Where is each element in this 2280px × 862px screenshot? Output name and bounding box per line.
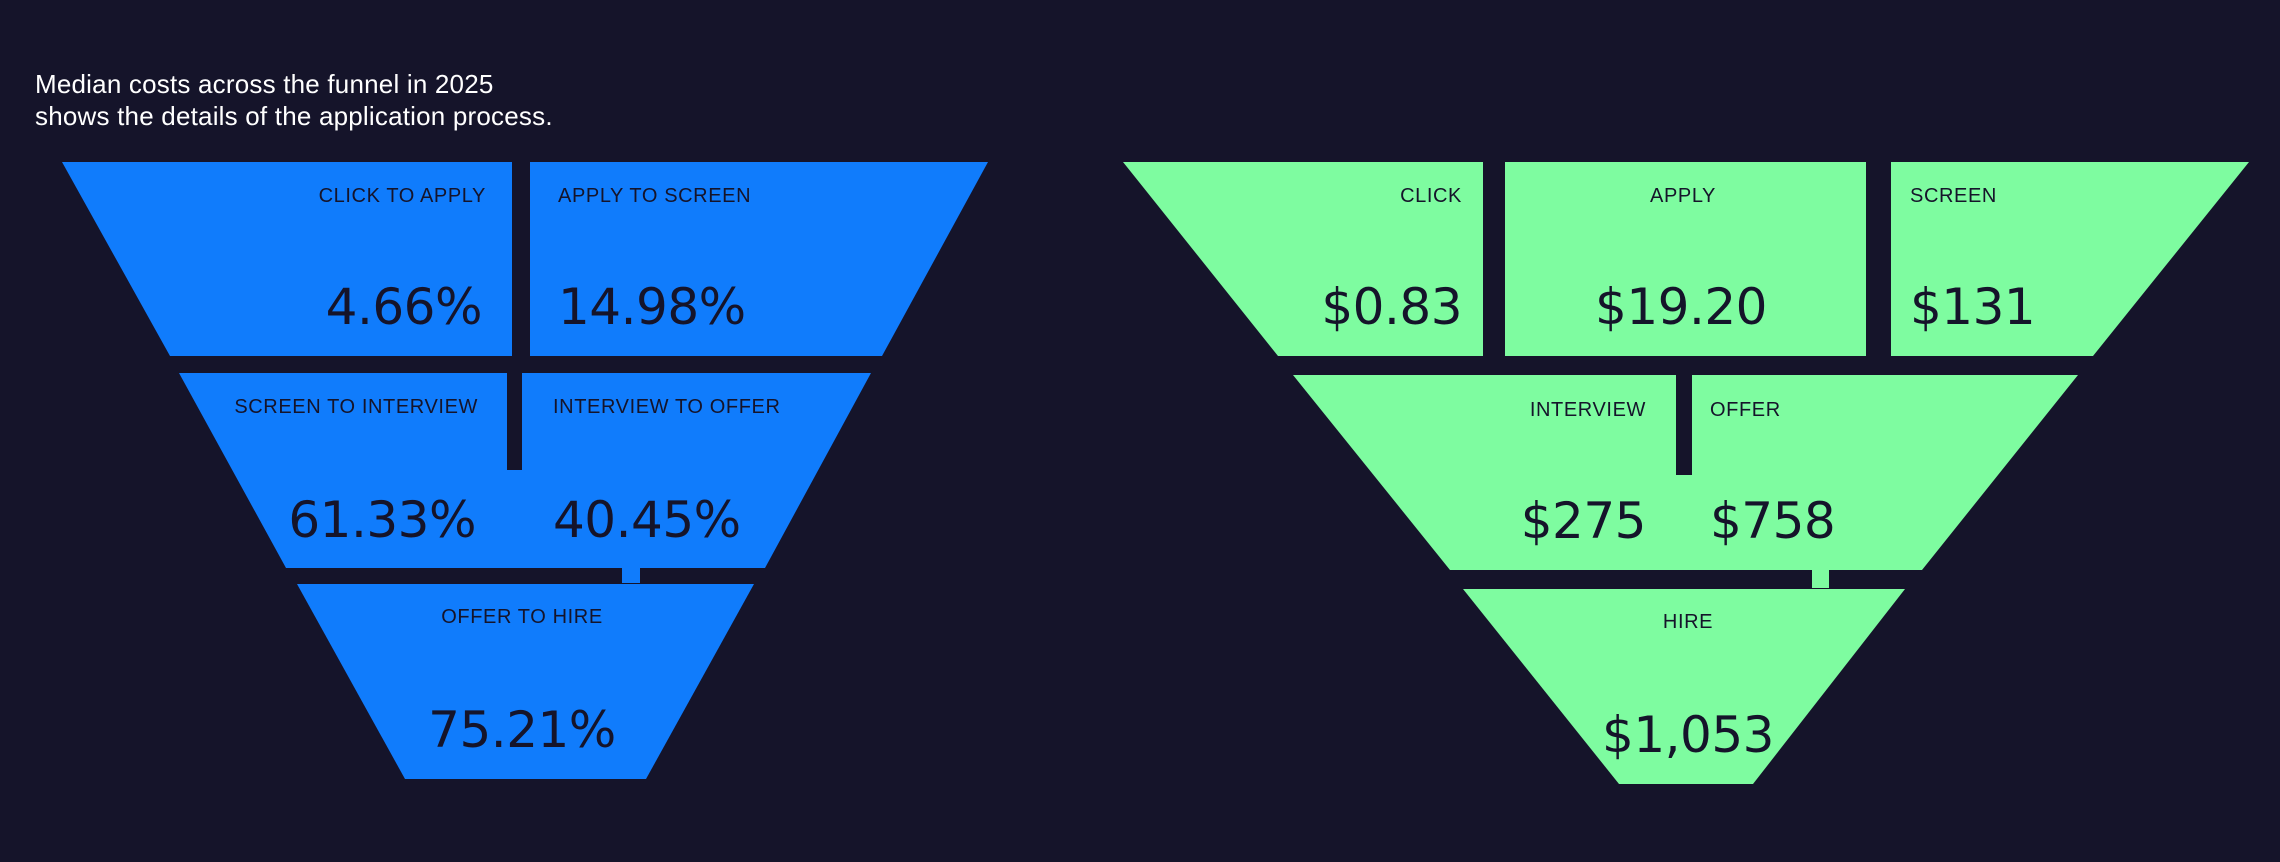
segment-screen-to-interview-label: SCREEN TO INTERVIEW (234, 396, 478, 418)
segment-apply-to-screen-label: APPLY TO SCREEN (558, 185, 751, 207)
segment-interview-to-offer-value: 40.45% (553, 491, 741, 549)
headline-line-2: shows the details of the application pro… (35, 101, 553, 131)
segment-offer-to-hire-label: OFFER TO HIRE (441, 606, 603, 628)
conversion-funnel-dividers (507, 246, 530, 470)
headline-line-1: Median costs across the funnel in 2025 (35, 69, 494, 99)
segment-screen-to-interview-shape (179, 373, 871, 583)
segment-interview-to-offer-label: INTERVIEW TO OFFER (553, 396, 781, 418)
divider-row1 (512, 246, 530, 263)
segment-screen-to-interview-value: 61.33% (288, 491, 476, 549)
divider-row2 (507, 452, 522, 470)
segment-click-to-apply-value: 4.66% (326, 278, 482, 336)
headline: Median costs across the funnel in 2025 s… (35, 68, 735, 132)
segment-offer-to-hire-value: 75.21% (428, 701, 616, 759)
segment-click-to-apply-label: CLICK TO APPLY (319, 185, 486, 207)
segment-offer-to-hire-shape (297, 584, 754, 779)
segment-apply-to-screen-value: 14.98% (558, 278, 746, 336)
